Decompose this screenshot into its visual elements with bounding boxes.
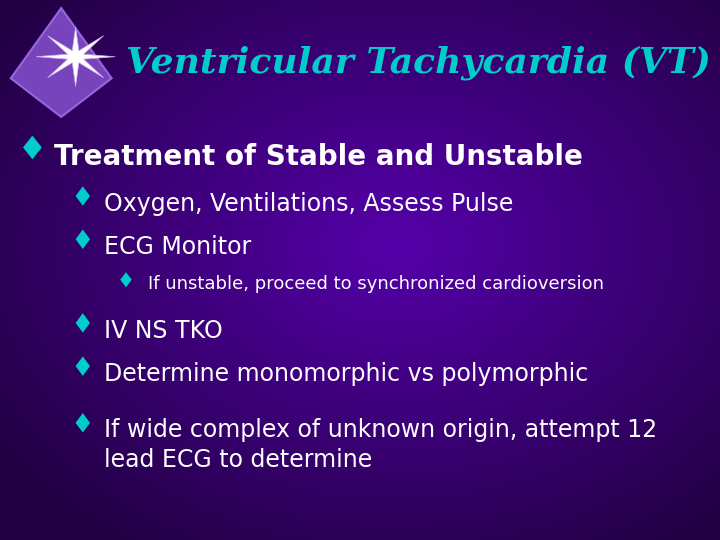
Polygon shape [120, 272, 132, 287]
Text: If unstable, proceed to synchronized cardioversion: If unstable, proceed to synchronized car… [148, 275, 603, 293]
Text: Treatment of Stable and Unstable: Treatment of Stable and Unstable [54, 143, 583, 171]
Text: Ventricular Tachycardia (VT): Ventricular Tachycardia (VT) [126, 46, 711, 80]
Polygon shape [76, 313, 90, 333]
Polygon shape [76, 413, 90, 433]
Text: Oxygen, Ventilations, Assess Pulse: Oxygen, Ventilations, Assess Pulse [104, 192, 514, 215]
Polygon shape [11, 8, 112, 117]
Text: ECG Monitor: ECG Monitor [104, 235, 252, 259]
Polygon shape [76, 230, 90, 249]
Polygon shape [76, 186, 90, 206]
Polygon shape [76, 356, 90, 376]
Text: If wide complex of unknown origin, attempt 12
lead ECG to determine: If wide complex of unknown origin, attem… [104, 418, 657, 472]
Polygon shape [23, 136, 42, 159]
Text: IV NS TKO: IV NS TKO [104, 319, 223, 342]
Text: Determine monomorphic vs polymorphic: Determine monomorphic vs polymorphic [104, 362, 589, 386]
Polygon shape [36, 27, 115, 86]
